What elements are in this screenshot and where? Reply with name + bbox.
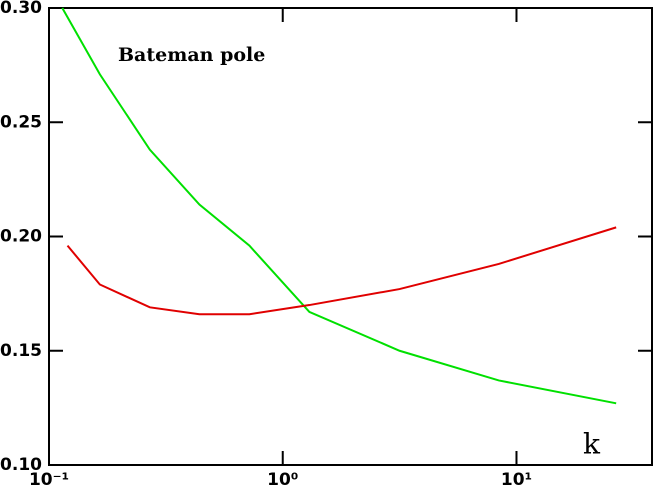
- y-tick-label: 0.30: [0, 0, 42, 18]
- y-tick-label: 0.10: [0, 455, 42, 475]
- line: [66, 226, 617, 316]
- plot-frame: [48, 7, 653, 466]
- annotation: Bateman pole: [118, 44, 265, 66]
- y-tick-label: 0.15: [0, 341, 42, 361]
- x-tick-label: 10⁰: [267, 470, 298, 490]
- line: [61, 7, 617, 405]
- y-tick-label: 0.25: [0, 112, 42, 132]
- y-tick-label: 0.20: [0, 227, 42, 247]
- x-tick-label: 10¹: [501, 470, 532, 490]
- x-tick-label: 10⁻¹: [29, 470, 69, 490]
- x-axis-label: k: [583, 428, 601, 461]
